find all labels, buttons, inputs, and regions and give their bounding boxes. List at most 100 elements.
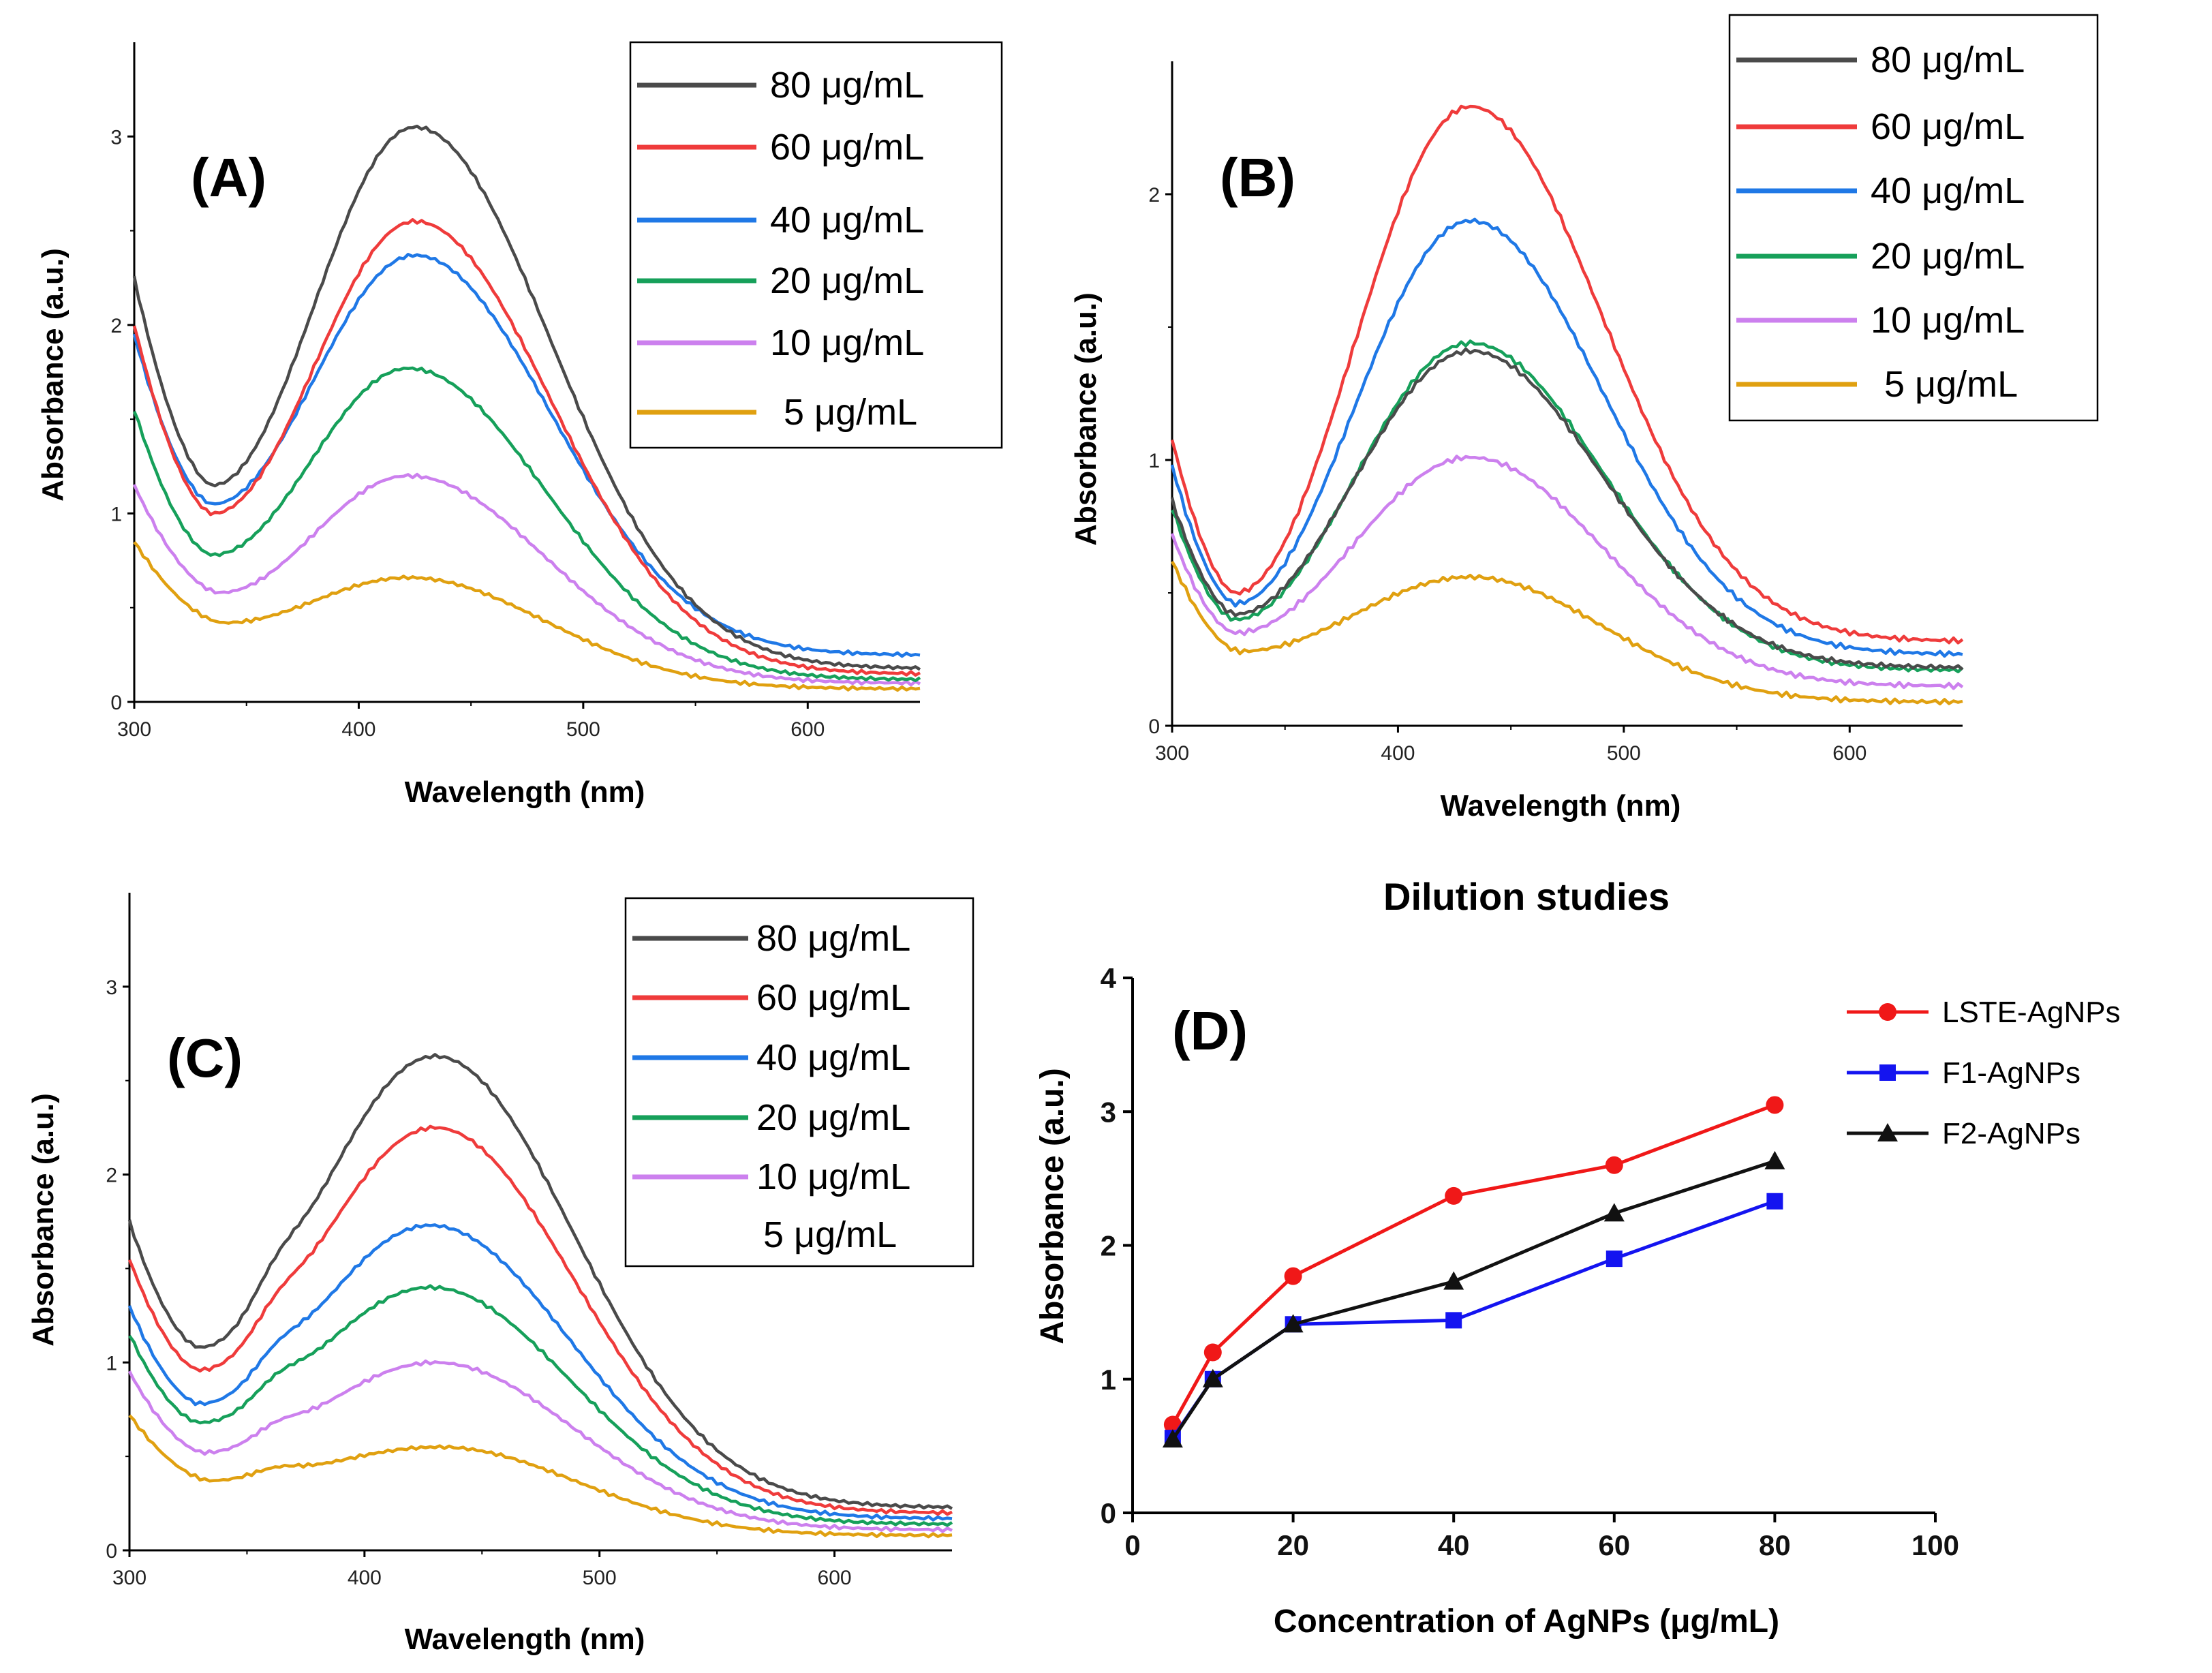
panel-c-xtick-label: 400	[348, 1567, 382, 1589]
legend-c-40: 40 μg/mL	[756, 1037, 910, 1078]
panel-a-label: (A)	[191, 147, 266, 208]
legend-a-60: 60 μg/mL	[770, 127, 924, 168]
panel-d-xtick-label: 80	[1759, 1529, 1791, 1561]
panel-c-legend: 80 μg/mL 60 μg/mL 40 μg/mL 20 μg/mL 10 μ…	[624, 897, 974, 1268]
panel-d: 0 20 40 60 80 100 0 1 2 3 4 Dilution studies (D) C…	[1034, 875, 2121, 1640]
panel-a-series-20	[132, 366, 921, 682]
legend-a-40: 40 μg/mL	[770, 200, 924, 241]
legend-b-5: 5 μg/mL	[1884, 364, 2018, 405]
panel-b-legend: 80 μg/mL 60 μg/mL 40 μg/mL 20 μg/mL 10 μ…	[1728, 14, 2099, 422]
legend-d-f2: F2-AgNPs	[1942, 1117, 2080, 1150]
panel-c-series-20	[128, 1284, 953, 1527]
legend-c-10: 10 μg/mL	[756, 1156, 910, 1197]
panel-d-point-f2	[1603, 1203, 1625, 1222]
panel-d-xtick-label: 60	[1598, 1529, 1630, 1561]
panel-d-xtick-label: 0	[1124, 1529, 1140, 1561]
panel-b-label: (B)	[1220, 147, 1295, 208]
panel-d-point-f2	[1764, 1150, 1785, 1169]
panel-a-series-5	[133, 541, 921, 692]
panel-a-ylabel: Absorbance (a.u.)	[36, 248, 70, 502]
panel-d-point-f2	[1282, 1314, 1304, 1333]
legend-c-60: 60 μg/mL	[756, 977, 910, 1018]
panel-c-ytick-label: 2	[106, 1165, 117, 1187]
legend-a-5: 5 μg/mL	[784, 392, 917, 433]
legend-c-5: 5 μg/mL	[763, 1214, 897, 1255]
panel-a-xtick-label: 500	[566, 718, 600, 741]
panel-d-ytick-label: 4	[1101, 962, 1117, 994]
panel-a-ytick-label: 2	[110, 315, 122, 337]
panel-d-label: (D)	[1172, 1000, 1248, 1061]
panel-a-legend: 80 μg/mL 60 μg/mL 40 μg/mL 20 μg/mL 10 μ…	[629, 41, 1003, 449]
panel-a-xtick-label: 600	[790, 718, 825, 741]
panel-d-ytick-label: 0	[1101, 1497, 1116, 1529]
panel-a-series-10	[132, 472, 921, 687]
panel-c-series-10	[127, 1359, 953, 1533]
panel-b-xlabel: Wavelength (nm)	[1441, 789, 1681, 823]
panel-d-xtick-label: 20	[1277, 1529, 1309, 1561]
panel-d-point-lste	[1203, 1343, 1222, 1362]
panel-d-xtick-label: 100	[1911, 1529, 1959, 1561]
panel-d-point-lste	[1445, 1186, 1463, 1205]
panel-c-ytick-label: 1	[106, 1352, 117, 1375]
panel-c-xlabel: Wavelength (nm)	[405, 1623, 645, 1656]
panel-d-point-f1	[1445, 1312, 1462, 1329]
panel-d-point-lste	[1605, 1156, 1623, 1174]
panel-a-ytick-label: 0	[110, 692, 122, 714]
panel-b-ytick-label: 1	[1148, 450, 1160, 472]
panel-d-point-f2	[1162, 1429, 1183, 1448]
legend-d-marker-f2	[1877, 1123, 1898, 1141]
panel-c-series-60	[127, 1124, 953, 1516]
panel-b-series-60	[1170, 104, 1964, 645]
panel-d-point-f2	[1202, 1368, 1223, 1387]
legend-a-20: 20 μg/mL	[770, 260, 924, 301]
panel-d-xlabel: Concentration of AgNPs (μg/mL)	[1274, 1603, 1779, 1640]
panel-b-series-40	[1170, 217, 1963, 658]
panel-a-series-80	[132, 124, 921, 671]
panel-b-ylabel: Absorbance (a.u.)	[1069, 292, 1103, 546]
panel-d-ytick-label: 2	[1101, 1230, 1116, 1262]
legend-b-80: 80 μg/mL	[1871, 40, 2025, 80]
panel-d-point-lste	[1284, 1267, 1302, 1285]
panel-c-ylabel: Absorbance (a.u.)	[27, 1093, 60, 1347]
panel-b-series-10	[1170, 455, 1964, 690]
panel-d-series-f2	[1171, 1159, 1776, 1441]
panel-b-xtick-label: 400	[1381, 742, 1415, 765]
panel-c-series-80	[127, 1053, 953, 1510]
legend-c-80: 80 μg/mL	[756, 918, 910, 959]
panel-c-xtick-label: 500	[583, 1567, 617, 1589]
panel-c-ytick-label: 0	[106, 1540, 117, 1563]
legend-d-lste: LSTE-AgNPs	[1942, 996, 2121, 1029]
legend-d-marker-f1	[1879, 1064, 1896, 1081]
panel-a-series-60	[132, 218, 921, 677]
panel-a: 300 400 500 600 0 1 2 3 (A) Wavelength (nm) Abs…	[36, 41, 1003, 809]
panel-b-xtick-label: 500	[1607, 742, 1641, 765]
panel-b-series-5	[1171, 560, 1963, 706]
legend-d-marker-lste	[1879, 1003, 1896, 1021]
panel-a-xtick-label: 400	[341, 718, 375, 741]
panel-b-series-80	[1170, 347, 1964, 671]
panel-d-ytick-label: 3	[1101, 1096, 1116, 1128]
panel-d-series-lste	[1171, 1103, 1776, 1426]
panel-c-series-5	[128, 1414, 953, 1539]
panel-c-xtick-label: 600	[818, 1567, 852, 1589]
panel-a-xlabel: Wavelength (nm)	[405, 776, 645, 809]
panel-d-point-f1	[1606, 1250, 1623, 1268]
panel-d-point-f2	[1443, 1271, 1464, 1290]
panel-b-xtick-label: 600	[1832, 742, 1867, 765]
panel-d-legend: LSTE-AgNPs F1-AgNPs F2-AgNPs	[1847, 996, 2121, 1150]
panel-b-ytick-label: 0	[1148, 716, 1160, 738]
panel-c: 300 400 500 600 0 1 2 3 (C) Wavelength (nm) Abs…	[27, 893, 974, 1656]
panel-c-label: (C)	[167, 1028, 243, 1088]
panel-b-ytick-label: 2	[1148, 184, 1160, 206]
legend-b-10: 10 μg/mL	[1871, 300, 2025, 341]
panel-b-xtick-label: 300	[1155, 742, 1189, 765]
legend-a-10: 10 μg/mL	[770, 322, 924, 363]
panel-a-xtick-label: 300	[117, 718, 151, 741]
panel-c-series-40	[127, 1223, 953, 1522]
legend-b-20: 20 μg/mL	[1871, 236, 2025, 277]
panel-d-xtick-label: 40	[1438, 1529, 1470, 1561]
panel-c-xtick-label: 300	[112, 1567, 147, 1589]
panel-d-ytick-label: 1	[1101, 1364, 1116, 1396]
panel-d-point-f1	[1766, 1193, 1783, 1210]
